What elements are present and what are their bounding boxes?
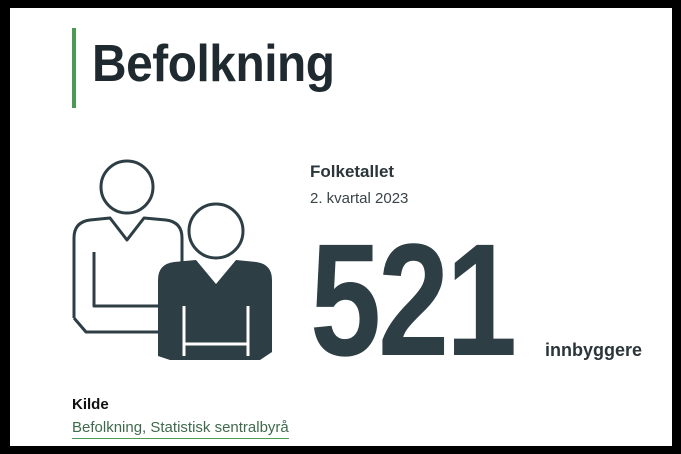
stat-label: Folketallet	[310, 162, 395, 181]
stat-unit: innbyggere	[545, 340, 643, 360]
page-title: Befolkning	[92, 35, 335, 93]
source-heading: Kilde	[72, 396, 109, 413]
card: Befolkning Folketallet 2. kvartal 2023 5…	[10, 8, 672, 446]
people-icon	[72, 159, 272, 360]
title-accent	[72, 28, 76, 108]
stat-value: 521	[310, 210, 517, 389]
stat-period: 2. kvartal 2023	[310, 190, 409, 207]
source-link[interactable]: Befolkning, Statistisk sentralbyrå	[72, 419, 289, 439]
